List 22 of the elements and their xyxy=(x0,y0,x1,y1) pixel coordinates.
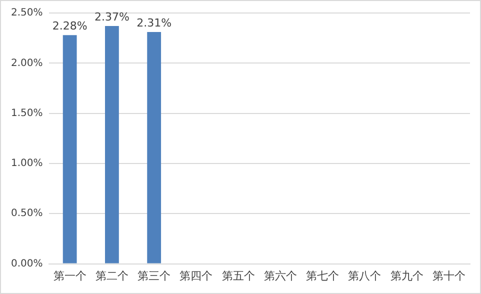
bar xyxy=(62,35,77,264)
y-tick-label: 0.00% xyxy=(10,258,43,270)
y-tick-label: 1.50% xyxy=(10,108,43,119)
y-tick-label: 0.50% xyxy=(10,208,43,220)
y-tick-label: 2.00% xyxy=(10,58,43,69)
data-label: 2.37% xyxy=(94,10,130,24)
y-tick-label: 2.50% xyxy=(10,8,43,19)
data-label: 2.28% xyxy=(52,19,88,32)
data-label: 2.31% xyxy=(136,16,172,30)
x-tick-label: 第七个 xyxy=(306,269,340,282)
bar xyxy=(147,32,162,264)
x-tick-label: 第十个 xyxy=(432,269,466,282)
x-tick-label: 第五个 xyxy=(222,269,255,282)
bar xyxy=(105,26,119,264)
x-tick-label: 第一个 xyxy=(53,269,86,282)
x-tick-label: 第三个 xyxy=(138,269,171,282)
x-tick-label: 第六个 xyxy=(264,269,297,282)
y-tick-label: 1.00% xyxy=(10,158,43,170)
x-tick-label: 第四个 xyxy=(180,269,213,282)
x-tick-label: 第八个 xyxy=(348,269,382,282)
x-tick-label: 第二个 xyxy=(95,269,128,282)
x-tick-label: 第九个 xyxy=(390,269,424,282)
